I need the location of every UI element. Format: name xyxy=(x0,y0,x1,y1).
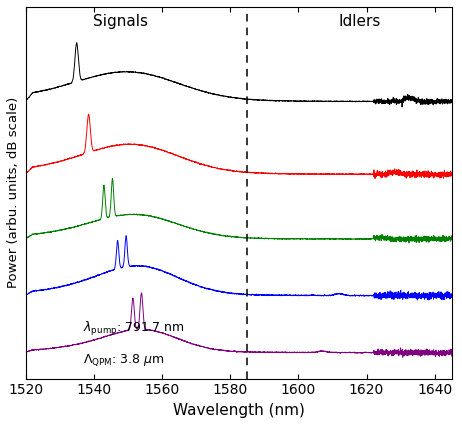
Y-axis label: Power (arbu. units, dB scale): Power (arbu. units, dB scale) xyxy=(7,97,20,289)
Text: Signals: Signals xyxy=(93,14,148,29)
Text: $\Lambda_{\rm QPM}$: 3.8 $\mu$m: $\Lambda_{\rm QPM}$: 3.8 $\mu$m xyxy=(84,352,165,368)
X-axis label: Wavelength (nm): Wavelength (nm) xyxy=(173,403,304,418)
Text: $\lambda_{\rm pump}$: 791.7 nm: $\lambda_{\rm pump}$: 791.7 nm xyxy=(84,320,185,337)
Text: Idlers: Idlers xyxy=(339,14,381,29)
